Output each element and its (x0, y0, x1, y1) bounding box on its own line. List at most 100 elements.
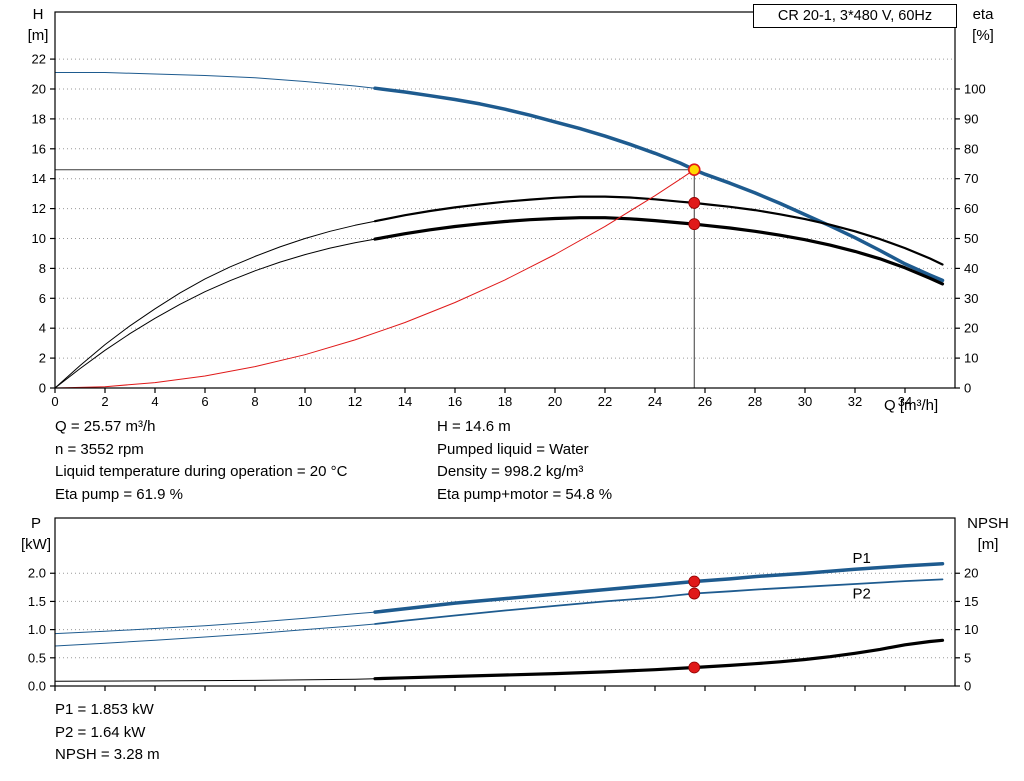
right-axis-tick-label: 15 (964, 594, 978, 609)
operating-point-info-right: H = 14.6 m Pumped liquid = Water Density… (437, 416, 612, 506)
power-npsh-chart-frame (54, 517, 956, 687)
npsh-curve-extended (54, 678, 376, 682)
info-density: Density = 998.2 kg/m³ (437, 463, 584, 480)
left-axis-tick-label: 2 (39, 351, 46, 366)
right-axis-tick-label: 70 (964, 171, 978, 186)
x-axis-tick-label: 14 (398, 394, 412, 409)
eta-axis-title-unit: [%] (972, 27, 994, 44)
left-axis-tick-label: 20 (32, 81, 46, 96)
right-axis-tick-label: 5 (964, 650, 971, 665)
x-axis-tick-label: 4 (151, 394, 158, 409)
x-axis-tick-label: 24 (648, 394, 662, 409)
p1-curve-extended (54, 611, 376, 635)
left-axis-tick-label: 4 (39, 321, 46, 336)
npsh-axis-title-symbol: NPSH (967, 515, 1009, 532)
left-axis-tick-label: 0.0 (28, 679, 46, 694)
x-axis-tick-label: 26 (698, 394, 712, 409)
p1-curve (373, 561, 945, 614)
left-axis-tick-label: 14 (32, 171, 46, 186)
info-eta-pump: Eta pump = 61.9 % (55, 485, 183, 503)
left-axis-tick-label: 10 (32, 231, 46, 246)
right-axis-tick-label: 100 (964, 81, 986, 96)
eta-pump-motor-curve-extended (54, 238, 376, 389)
p-axis-title: P [kW] (12, 513, 60, 555)
right-axis-tick-label: 20 (964, 321, 978, 336)
x-axis-tick-label: 30 (798, 394, 812, 409)
left-axis-tick-label: 1.5 (28, 594, 46, 609)
h-axis-title-unit: [m] (27, 27, 49, 44)
x-axis-tick-label: 6 (201, 394, 208, 409)
info-liquid-temperature: Liquid temperature during operation = 20… (55, 463, 348, 480)
left-axis-tick-label: 18 (32, 111, 46, 126)
q-axis-title: Q [m³/h] (884, 397, 939, 414)
right-axis-tick-label: 80 (964, 141, 978, 156)
right-axis-tick-label: 10 (964, 622, 978, 637)
info-npsh: NPSH = 3.28 m (55, 746, 160, 763)
left-axis-tick-label: 0 (39, 381, 46, 396)
info-eta-pump-motor: Eta pump+motor = 54.8 % (437, 485, 613, 503)
npsh-axis-title: NPSH [m] (958, 513, 1018, 555)
h-axis-title: H [m] (16, 4, 60, 46)
operating-point-info-left: Q = 25.57 m³/h n = 3552 rpm Liquid tempe… (55, 416, 347, 506)
x-axis-tick-label: 12 (348, 394, 362, 409)
duty-point-marker[interactable] (687, 163, 701, 177)
left-axis-tick-label: 1.0 (28, 622, 46, 637)
p2-curve-extended (54, 623, 376, 647)
hq-curve-extended (54, 72, 376, 89)
info-p1: P1 = 1.853 kW (55, 701, 154, 718)
x-axis-tick-label: 10 (298, 394, 312, 409)
eta-axis-title-symbol: eta (972, 6, 994, 23)
info-head: H = 14.6 m (437, 418, 511, 435)
info-p2: P2 = 1.64 kW (55, 723, 146, 741)
right-axis-tick-label: 30 (964, 291, 978, 306)
eta-pump-curve-extended (54, 220, 376, 389)
p2-curve-label: P2 (853, 586, 871, 603)
right-axis-tick-label: 0 (964, 679, 971, 694)
x-axis-tick-label: 2 (101, 394, 108, 409)
x-axis-tick-label: 20 (548, 394, 562, 409)
info-pumped-liquid: Pumped liquid = Water (437, 440, 589, 458)
x-axis-tick-label: 8 (251, 394, 258, 409)
left-axis-tick-label: 22 (32, 52, 46, 67)
right-axis-tick-label: 20 (964, 566, 978, 581)
x-axis-tick-label: 32 (848, 394, 862, 409)
p2-point (688, 587, 701, 600)
p-axis-title-unit: [kW] (21, 536, 51, 553)
p1-curve-label: P1 (853, 550, 871, 567)
eta-pump-motor-curve (373, 216, 945, 286)
h-axis-title-symbol: H (32, 6, 44, 23)
info-speed: n = 3552 rpm (55, 440, 144, 458)
eta-pump-motor-point (688, 218, 701, 231)
head-efficiency-chart-frame (54, 11, 956, 389)
npsh-curve (373, 638, 945, 681)
hq-curve (373, 86, 945, 283)
right-axis-tick-label: 50 (964, 231, 978, 246)
x-axis-tick-label: 28 (748, 394, 762, 409)
x-axis-tick-label: 0 (51, 394, 58, 409)
right-axis-tick-label: 40 (964, 261, 978, 276)
npsh-point (688, 661, 701, 674)
left-axis-tick-label: 8 (39, 261, 46, 276)
x-axis-tick-label: 22 (598, 394, 612, 409)
info-flow: Q = 25.57 m³/h (55, 418, 156, 435)
p2-curve (374, 578, 944, 625)
p1-point (688, 575, 701, 588)
eta-axis-title: eta [%] (960, 4, 1006, 46)
x-axis-tick-label: 16 (448, 394, 462, 409)
npsh-axis-title-unit: [m] (977, 536, 999, 553)
right-axis-tick-label: 0 (964, 381, 971, 396)
system-curve (54, 169, 695, 389)
x-axis-tick-label: 34 (898, 394, 912, 409)
power-npsh-info: P1 = 1.853 kW P2 = 1.64 kW NPSH = 3.28 m (55, 699, 160, 767)
left-axis-tick-label: 12 (32, 201, 46, 216)
power-npsh-chart: 0.0 0.5 1.0 1.5 2.0 0 5 10 15 20 P1 P2 (28, 517, 978, 694)
eta-pump-curve (373, 195, 944, 266)
left-axis-tick-label: 0.5 (28, 650, 46, 665)
head-efficiency-chart: 0246810121416182022010203040506070809010… (32, 11, 986, 409)
pump-variant-box: CR 20-1, 3*480 V, 60Hz (753, 4, 957, 28)
left-axis-tick-label: 2.0 (28, 566, 46, 581)
eta-pump-point (688, 197, 701, 209)
right-axis-tick-label: 60 (964, 201, 978, 216)
